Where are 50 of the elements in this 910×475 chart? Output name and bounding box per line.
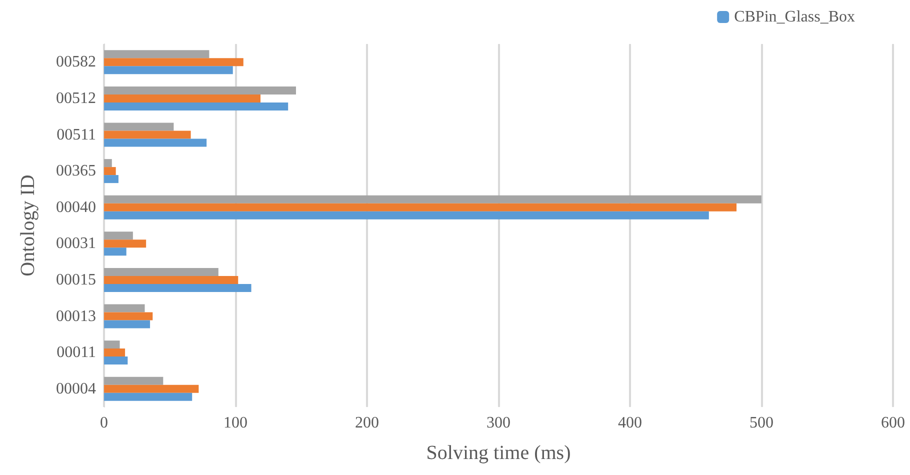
bar <box>104 240 146 248</box>
bar <box>104 232 133 240</box>
y-tick-label: 00582 <box>56 54 96 71</box>
x-axis-title: Solving time (ms) <box>426 442 571 464</box>
y-tick-label: 00512 <box>56 90 96 107</box>
bar <box>104 320 150 328</box>
bar <box>104 94 260 102</box>
bar <box>104 276 238 284</box>
bar <box>104 58 244 66</box>
bar <box>104 175 118 184</box>
y-tick-label: 00013 <box>56 308 96 325</box>
bar <box>104 211 709 220</box>
bar <box>104 312 153 320</box>
bar <box>104 268 218 276</box>
y-tick-label: 00511 <box>56 126 96 144</box>
bar <box>104 340 120 349</box>
bar <box>104 304 145 312</box>
bar <box>104 130 191 139</box>
y-tick-label: 00365 <box>56 162 96 180</box>
y-tick-label: 00031 <box>56 235 96 252</box>
y-tick-label: 00015 <box>56 271 96 288</box>
bar <box>104 392 192 401</box>
bar <box>104 167 116 176</box>
bar <box>104 356 128 365</box>
bar <box>104 284 252 292</box>
x-tick-label: 400 <box>618 414 642 432</box>
bar <box>104 248 126 256</box>
bar <box>104 203 737 212</box>
bar <box>104 195 762 204</box>
x-tick-label: 600 <box>881 414 905 432</box>
x-tick-label: 0 <box>100 414 108 432</box>
bar <box>104 138 207 147</box>
bar <box>104 348 126 357</box>
y-tick-label: 00004 <box>56 380 96 398</box>
bar <box>104 376 164 385</box>
bar <box>104 50 210 58</box>
bar <box>104 102 288 110</box>
bar <box>104 384 199 393</box>
bar <box>104 86 296 94</box>
y-tick-label: 00040 <box>56 198 96 216</box>
y-axis-title: Ontology ID <box>17 174 39 276</box>
legend-label: CBPin_Glass_Box <box>734 8 856 26</box>
bar <box>104 122 174 131</box>
x-tick-label: 200 <box>355 414 379 432</box>
x-tick-label: 100 <box>224 414 248 432</box>
bar <box>104 66 233 74</box>
bar <box>104 159 112 168</box>
y-tick-label: 00011 <box>56 344 96 362</box>
x-tick-label: 500 <box>750 414 774 432</box>
x-tick-label: 300 <box>486 414 510 432</box>
